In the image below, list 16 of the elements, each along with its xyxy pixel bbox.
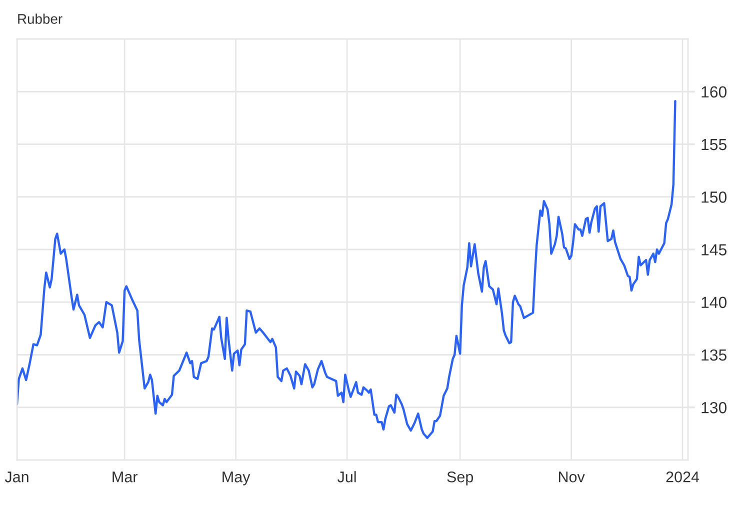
- y-tick-label: 140: [702, 296, 727, 308]
- x-tick-label: 2024: [666, 472, 700, 482]
- x-tick-label: Jan: [4, 472, 28, 482]
- x-tick-label: Sep: [447, 472, 474, 486]
- y-tick-label: 160: [702, 86, 727, 98]
- line-series: [17, 100, 676, 440]
- y-tick-label: 135: [702, 349, 726, 361]
- x-tick-label: Nov: [558, 472, 585, 482]
- chart-title: Rubber: [18, 14, 62, 24]
- x-tick-label: Jul: [338, 471, 356, 482]
- x-tick-label: Mar: [112, 472, 138, 482]
- x-tick-label: May: [222, 472, 250, 486]
- y-tick-label: 155: [702, 139, 726, 150]
- y-tick-label: 130: [702, 402, 727, 414]
- y-tick-label: 145: [702, 244, 726, 256]
- y-tick-label: 150: [702, 192, 727, 203]
